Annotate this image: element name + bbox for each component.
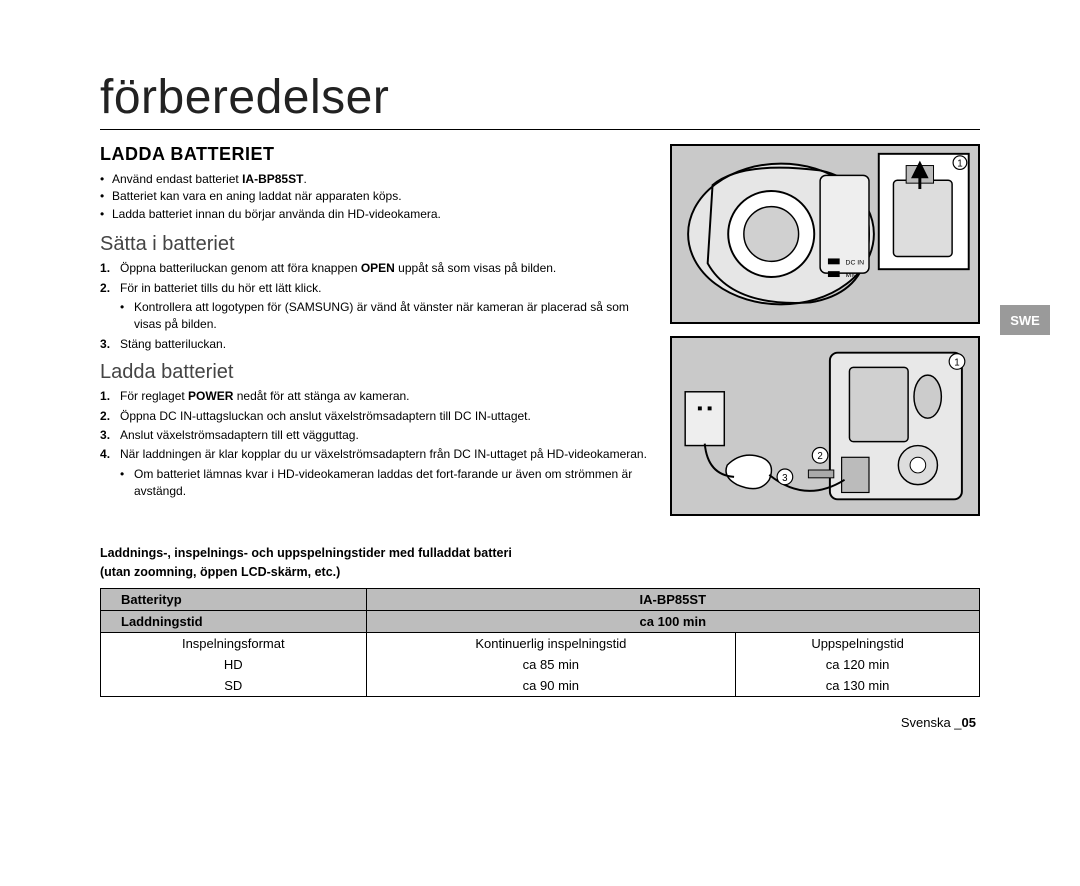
subheading-charge-battery: Ladda batteriet [100,361,652,384]
intro-bullets: Använd endast batteriet IA-BP85ST.Batter… [100,171,652,223]
step-sub-item: Kontrollera att logotypen för (SAMSUNG) … [134,299,652,334]
page-footer: Svenska _05 [100,715,980,730]
steps-insert-battery: Öppna batteriluckan genom att föra knapp… [100,260,652,353]
cell-charge-time-value: ca 100 min [366,610,979,632]
manual-page: förberedelser LADDA BATTERIET Använd end… [100,70,980,730]
page-title: förberedelser [100,70,980,130]
intro-bullet-item: Batteriet kan vara en aning laddat när a… [112,188,652,205]
svg-text:MIC: MIC [846,272,859,279]
svg-text:1: 1 [957,159,962,170]
cell-hd-playback: ca 120 min [736,654,980,675]
cell-record-header: Kontinuerlig inspelningstid [366,632,736,654]
subheading-insert-battery: Sätta i batteriet [100,233,652,256]
step-item: För in batteriet tills du hör ett lätt k… [120,280,652,334]
figure-charge-battery: 1 2 3 [670,336,980,516]
charging-times-note: Laddnings-, inspelnings- och uppspelning… [100,544,980,582]
cell-battery-type-label: Batterityp [101,588,367,610]
figure-insert-battery: DC IN MIC 1 [670,144,980,324]
cell-sd-label: SD [101,675,367,697]
cell-battery-type-value: IA-BP85ST [366,588,979,610]
figure-column: DC IN MIC 1 [670,144,980,528]
note-line-2: (utan zoomning, öppen LCD-skärm, etc.) [100,565,340,579]
svg-text:1: 1 [954,357,959,368]
cell-sd-record: ca 90 min [366,675,736,697]
step-sub-item: Om batteriet lämnas kvar i HD-videokamer… [134,466,652,501]
step-item: För reglaget POWER nedåt för att stänga … [120,388,652,405]
step-item: Stäng batteriluckan. [120,336,652,353]
footer-page-number: 05 [962,715,976,730]
footer-language: Svenska _ [901,715,962,730]
language-tab: SWE [1000,305,1050,335]
step-item: Anslut växelströmsadaptern till ett vägg… [120,427,652,444]
step-item: När laddningen är klar kopplar du ur väx… [120,446,652,500]
cell-sd-playback: ca 130 min [736,675,980,697]
intro-bullet-item: Använd endast batteriet IA-BP85ST. [112,171,652,188]
intro-bullet-item: Ladda batteriet innan du börjar använda … [112,206,652,223]
cell-format-header: Inspelningsformat [101,632,367,654]
step-item: Öppna DC IN-uttagsluckan och anslut växe… [120,408,652,425]
svg-text:3: 3 [782,473,787,484]
steps-charge-battery: För reglaget POWER nedåt för att stänga … [100,388,652,500]
step-item: Öppna batteriluckan genom att föra knapp… [120,260,652,277]
cell-hd-label: HD [101,654,367,675]
content-column: LADDA BATTERIET Använd endast batteriet … [100,144,652,528]
svg-text:DC IN: DC IN [846,259,865,266]
cell-hd-record: ca 85 min [366,654,736,675]
svg-text:2: 2 [817,451,822,462]
note-line-1: Laddnings-, inspelnings- och uppspelning… [100,546,512,560]
battery-times-table: Batterityp IA-BP85ST Laddningstid ca 100… [100,588,980,697]
cell-playback-header: Uppspelningstid [736,632,980,654]
section-heading: LADDA BATTERIET [100,144,652,165]
cell-charge-time-label: Laddningstid [101,610,367,632]
